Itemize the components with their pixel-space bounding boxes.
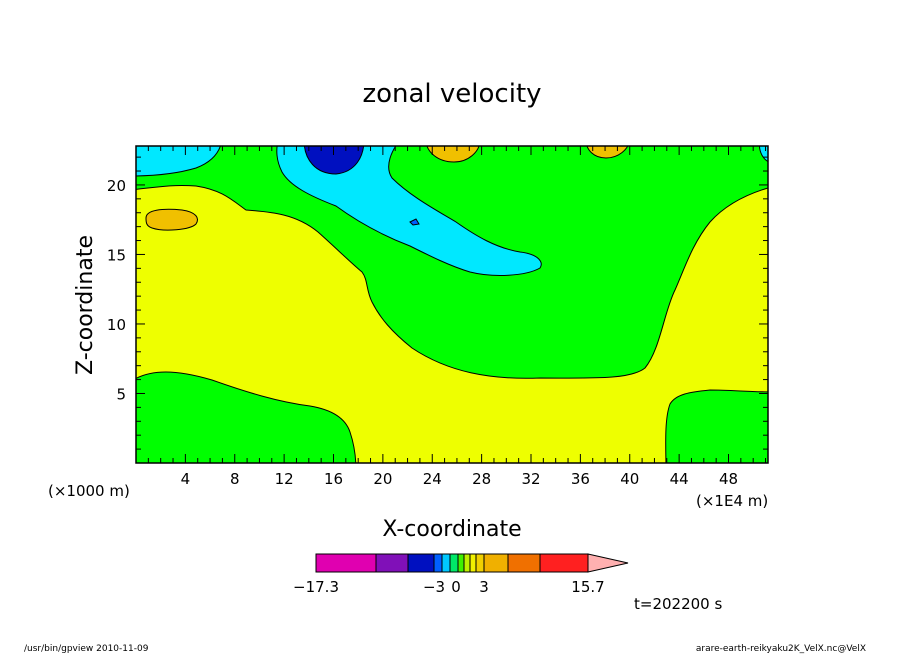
x-tick-label: 48 xyxy=(719,470,738,488)
colorbar-segment xyxy=(375,553,409,573)
contour-green-lower-right xyxy=(665,389,768,463)
x-tick-label: 32 xyxy=(521,470,540,488)
contour-green-lower-left xyxy=(136,371,357,463)
contour-cyan-left xyxy=(136,146,221,177)
x-tick-label: 12 xyxy=(275,470,294,488)
plot-frame xyxy=(135,145,769,464)
x-tick-label: 40 xyxy=(620,470,639,488)
x-tick-label: 8 xyxy=(230,470,240,488)
axis-ticks xyxy=(136,146,768,463)
colorbar-segment xyxy=(407,553,435,573)
x-tick-label: 16 xyxy=(324,470,343,488)
colorbar-segment xyxy=(433,553,443,573)
y-tick-label: 10 xyxy=(107,316,126,334)
x-axis-label: X-coordinate xyxy=(382,517,521,542)
colorbar-segment xyxy=(457,553,465,573)
x-tick-label: 28 xyxy=(472,470,491,488)
colorbar-label: −3 xyxy=(423,578,445,596)
time-label: t=202200 s xyxy=(634,595,722,613)
x-tick-label: 36 xyxy=(571,470,590,488)
colorbar-labels: −17.3 −3 0 3 15.7 xyxy=(293,578,605,596)
colorbar-segment xyxy=(475,553,485,573)
x-tick-label: 24 xyxy=(423,470,442,488)
contour-darkblue xyxy=(303,146,365,175)
y-tick-label: 15 xyxy=(107,246,126,264)
colorbar-label: 3 xyxy=(479,578,489,596)
contour-blue-spot xyxy=(409,218,420,226)
contour-cyan xyxy=(276,146,542,276)
colorbar-label: 15.7 xyxy=(571,578,604,596)
colorbar-label: 0 xyxy=(451,578,461,596)
y-axis-label: Z-coordinate xyxy=(73,235,98,375)
x-tick-label: 4 xyxy=(181,470,191,488)
footer-left: /usr/bin/gpview 2010-11-09 xyxy=(24,644,149,654)
colorbar xyxy=(315,553,629,573)
x-unit-right: (×1E4 m) xyxy=(696,492,768,510)
y-tick-label: 20 xyxy=(107,177,126,195)
colorbar-segment xyxy=(441,553,451,573)
x-tick-label: 44 xyxy=(670,470,689,488)
chart-title: zonal velocity xyxy=(362,79,541,109)
colorbar-label: −17.3 xyxy=(293,578,339,596)
footer-right: arare-earth-reikyaku2K_VelX.nc@VelX xyxy=(696,644,866,654)
colorbar-segment xyxy=(449,553,459,573)
colorbar-segment xyxy=(483,553,509,573)
contour-field xyxy=(136,146,768,463)
colorbar-segment xyxy=(315,553,377,573)
x-tick-labels: 4 8 12 16 20 24 28 32 36 40 44 48 xyxy=(181,470,738,488)
colorbar-segment xyxy=(539,553,589,573)
y-tick-labels: 5 10 15 20 xyxy=(107,177,126,404)
colorbar-segment xyxy=(507,553,541,573)
x-tick-label: 20 xyxy=(373,470,392,488)
colorbar-arrow xyxy=(587,553,629,573)
colorbar-segment xyxy=(463,553,471,573)
colorbar-segment xyxy=(469,553,477,573)
x-unit-left: (×1000 m) xyxy=(48,482,130,500)
contour-orange-left xyxy=(145,208,198,231)
y-tick-label: 5 xyxy=(116,385,126,403)
